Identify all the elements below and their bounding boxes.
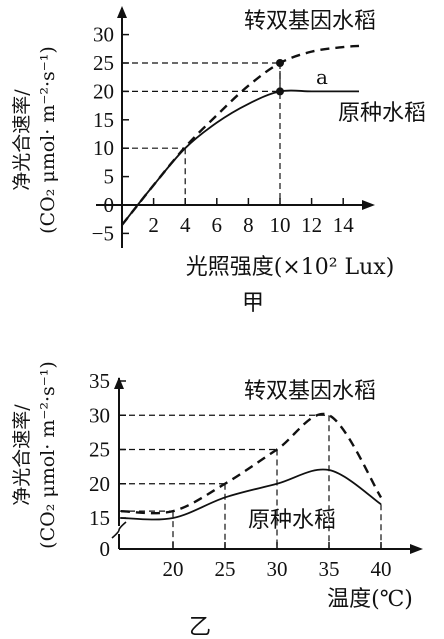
- chart-panel-yi: 净光合速率/ (CO₂ μmol· m⁻²·s⁻¹) 温度(℃) 乙 转双基因水…: [11, 361, 423, 639]
- series-line-wild-type: [120, 468, 382, 521]
- x-axis-arrow: [410, 544, 423, 554]
- data-point-marker: [276, 87, 284, 96]
- legend-label-transgenic: 转双基因水稻: [244, 379, 376, 404]
- x-tick-label: 14: [333, 213, 355, 237]
- y-axis-label-line1: 净光合速率/: [11, 89, 33, 191]
- y-tick-label: 10: [93, 136, 114, 160]
- x-tick-label: 35: [319, 557, 340, 581]
- x-tick-label: 10: [270, 213, 291, 237]
- y-tick-label: 30: [93, 23, 114, 47]
- x-tick-label: 40: [371, 557, 392, 581]
- y-axis-label-line2: (CO₂ μmol· m⁻²·s⁻¹): [37, 361, 59, 549]
- x-axis-arrow: [362, 200, 375, 210]
- y-tick-label: 20: [93, 79, 114, 103]
- y-axis-label-line2: (CO₂ μmol· m⁻²·s⁻¹): [37, 46, 59, 234]
- x-tick-label: 30: [267, 557, 288, 581]
- annotation-a: a: [316, 65, 328, 89]
- y-tick-label: 30: [89, 403, 110, 427]
- y-tick-label: 35: [89, 369, 110, 393]
- x-axis-label: 光照强度(×10² Lux): [186, 255, 395, 280]
- y-tick-label: 20: [89, 472, 110, 496]
- y-axis-label-line1: 净光合速率/: [11, 404, 33, 506]
- panel-label: 甲: [242, 291, 264, 316]
- y-axis-arrow: [114, 377, 124, 389]
- x-axis-label: 温度(℃): [327, 587, 413, 612]
- y-tick-label: 15: [93, 108, 114, 132]
- legend-label-transgenic: 转双基因水稻: [244, 9, 376, 34]
- y-tick-label: 0: [104, 193, 115, 217]
- y-tick-label: 0: [100, 537, 111, 561]
- y-tick-label: −5: [92, 221, 114, 245]
- panel-label: 乙: [189, 615, 211, 639]
- y-tick-label: 5: [104, 165, 115, 189]
- axis-break-mark: [111, 521, 127, 539]
- series-line-transgenic: [120, 412, 383, 515]
- legend-label-wild-type: 原种水稻: [338, 101, 426, 126]
- y-tick-label: 25: [93, 51, 114, 75]
- x-tick-label: 12: [301, 213, 322, 237]
- series-line-wild-type: [121, 89, 359, 226]
- y-tick-label: 25: [89, 438, 110, 462]
- x-tick-label: 8: [243, 213, 254, 237]
- x-tick-label: 25: [215, 557, 236, 581]
- legend-label-wild-type: 原种水稻: [248, 508, 336, 533]
- x-tick-label: 2: [148, 213, 159, 237]
- x-tick-label: 20: [163, 557, 184, 581]
- x-tick-label: 4: [180, 213, 191, 237]
- x-tick-label: 6: [212, 213, 223, 237]
- y-tick-label: 15: [89, 506, 110, 530]
- chart-panel-jia: 净光合速率/ (CO₂ μmol· m⁻²·s⁻¹) 光照强度(×10² Lux…: [11, 6, 426, 316]
- y-axis-arrow: [117, 6, 127, 18]
- data-point-marker: [276, 59, 284, 67]
